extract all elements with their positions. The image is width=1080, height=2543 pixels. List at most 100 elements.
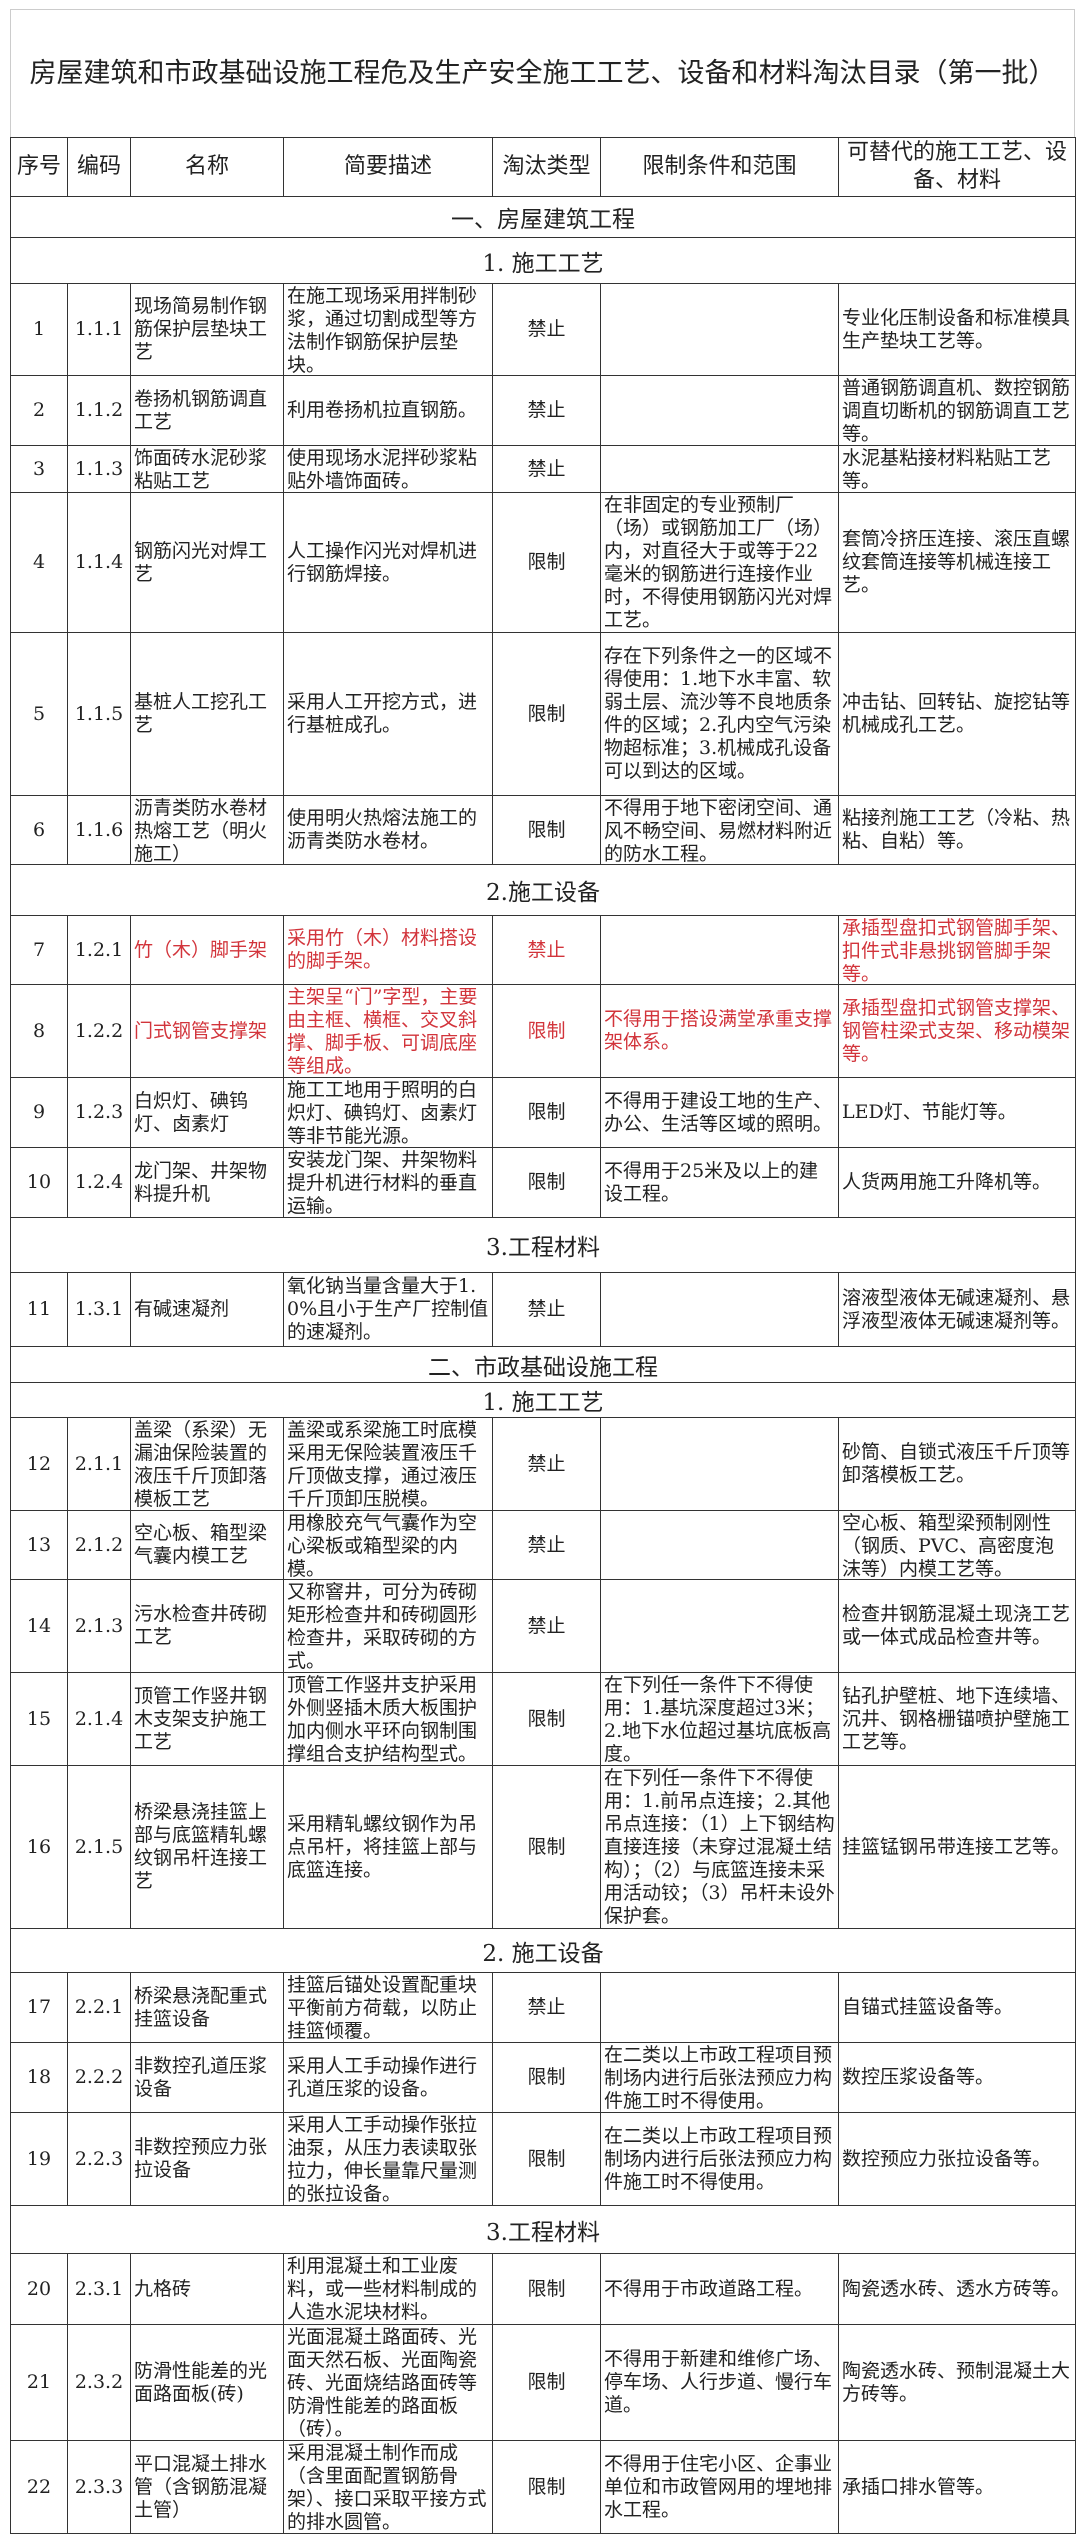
row-name: 白炽灯、碘钨灯、卤素灯	[134, 1089, 249, 1135]
row-alternative-cell: 钻孔护壁桩、地下连续墙、沉井、钢格栅锚喷护壁施工工艺等。	[838, 1672, 1076, 1766]
row-number-cell: 10	[10, 1147, 68, 1218]
row-name: 门式钢管支撑架	[134, 1019, 268, 1042]
row-name-cell: 卷扬机钢筋调直工艺	[130, 375, 284, 446]
row-code: 2.2.1	[74, 1996, 124, 2018]
row-restriction-cell	[600, 915, 839, 985]
row-elimination-type-cell: 禁止	[492, 1579, 601, 1673]
row-number-cell: 14	[10, 1579, 68, 1673]
row-code: 1.1.4	[74, 551, 124, 573]
row-description-cell: 采用人工开挖方式，进行基桩成孔。	[283, 632, 493, 796]
row-elimination-type-cell: 禁止	[492, 1417, 601, 1511]
header-restriction: 限制条件和范围	[600, 137, 839, 197]
row-code-cell: 1.1.6	[67, 795, 131, 865]
row-number: 3	[32, 457, 46, 480]
row-elimination-type: 禁止	[527, 399, 566, 421]
row-alternative-cell: 数控预应力张拉设备等。	[838, 2112, 1076, 2206]
row-description-cell: 在施工现场采用拌制砂浆，通过切割成型等方法制作钢筋保护层垫块。	[283, 283, 493, 376]
row-elimination-type: 禁止	[527, 1533, 566, 1556]
header-code: 编码	[67, 137, 131, 197]
section-label: 二、市政基础设施工程	[10, 1346, 1076, 1383]
row-alternative-cell: 承插型盘扣式钢管脚手架、扣件式非悬挑钢管脚手架等。	[838, 915, 1076, 985]
row-code: 2.2.3	[74, 2147, 124, 2170]
row-code-cell: 2.1.1	[67, 1417, 131, 1511]
row-restriction-cell: 在下列任一条件下不得使用：1.前吊点连接；2.其他吊点连接：（1）上下钢结构直接…	[600, 1765, 839, 1929]
row-elimination-type-cell: 禁止	[492, 1972, 601, 2043]
row-number: 7	[32, 938, 46, 961]
row-description: 人工操作闪光对焊机进行钢筋焊接。	[287, 539, 478, 585]
row-number-cell: 18	[10, 2042, 68, 2113]
row-name-cell: 非数控预应力张拉设备	[130, 2112, 284, 2206]
row-alternative-cell: 砂筒、自锁式液压千斤顶等卸落模板工艺。	[838, 1417, 1076, 1511]
row-code-cell: 2.2.1	[67, 1972, 131, 2043]
row-code: 2.3.2	[74, 2371, 124, 2393]
header-elimination-type: 淘汰类型	[492, 137, 601, 197]
row-alternative: 专业化压制设备和标准模具生产垫块工艺等。	[842, 306, 1071, 352]
row-elimination-type: 限制	[527, 1707, 566, 1730]
row-number-cell: 11	[10, 1272, 68, 1347]
table-row: 21 2.3.2 防滑性能差的光面路面板(砖) 光面混凝土路面砖、光面天然石板、光面陶…	[10, 2324, 1076, 2441]
row-name: 非数控预应力张拉设备	[134, 2136, 268, 2181]
row-name-cell: 白炽灯、碘钨灯、卤素灯	[130, 1077, 284, 1148]
row-elimination-type-cell: 限制	[492, 2440, 601, 2534]
row-alternative: 数控压浆设备等。	[842, 2066, 995, 2088]
row-alternative-cell: 挂篮锰钢吊带连接工艺等。	[838, 1765, 1076, 1929]
row-elimination-type-cell: 禁止	[492, 445, 601, 493]
section-label: 3.工程材料	[10, 2205, 1076, 2254]
row-alternative: 砂筒、自锁式液压千斤顶等卸落模板工艺。	[842, 1441, 1071, 1486]
row-code-cell: 2.1.4	[67, 1672, 131, 1766]
table-row: 3 1.1.3 饰面砖水泥砂浆粘贴工艺 使用现场水泥拌砂浆粘贴外墙饰面砖。 禁止 水泥基粘…	[10, 445, 1076, 493]
row-description: 采用精轧螺纹钢作为吊点吊杆，将挂篮上部与底篮连接。	[287, 1812, 478, 1881]
row-description-cell: 光面混凝土路面砖、光面天然石板、光面陶瓷砖、光面烧结路面砖等防滑性能差的路面板（…	[283, 2324, 493, 2441]
table-row: 5 1.1.5 基桩人工挖孔工艺 采用人工开挖方式，进行基桩成孔。 限制 存在下列条件之一…	[10, 632, 1076, 796]
row-number-cell: 4	[10, 492, 68, 633]
section-header-row: 2. 施工设备	[10, 1928, 1076, 1973]
row-number-cell: 5	[10, 632, 68, 796]
row-number-cell: 15	[10, 1672, 68, 1766]
row-elimination-type: 限制	[527, 818, 566, 841]
row-code: 2.1.1	[74, 1452, 124, 1475]
row-alternative-cell: 冲击钻、回转钻、旋挖钻等机械成孔工艺。	[838, 632, 1076, 796]
row-description-cell: 安装龙门架、井架物料提升机进行材料的垂直运输。	[283, 1147, 493, 1218]
row-elimination-type: 禁止	[527, 1298, 566, 1320]
row-number: 1	[32, 318, 46, 340]
row-description-cell: 采用人工手动操作张拉油泵，从压力表读取张拉力，伸长量靠尺量测的张拉设备。	[283, 2112, 493, 2206]
row-name: 基桩人工挖孔工艺	[134, 691, 268, 736]
header-description: 简要描述	[283, 137, 493, 197]
row-code-cell: 1.1.4	[67, 492, 131, 633]
section-label: 1. 施工工艺	[10, 237, 1076, 284]
row-name-cell: 沥青类防水卷材热熔工艺（明火施工）	[130, 795, 284, 865]
row-description-cell: 顶管工作竖井支护采用外侧竖插木质大板围护加内侧水平环向钢制围撑组合支护结构型式。	[283, 1672, 493, 1766]
row-code: 2.1.5	[74, 1835, 124, 1858]
row-name: 顶管工作竖井钢木支架支护施工工艺	[134, 1684, 268, 1753]
row-restriction-cell: 在非固定的专业预制厂（场）或钢筋加工厂（场）内，对直径大于或等于22毫米的钢筋进…	[600, 492, 839, 633]
row-code-cell: 1.2.1	[67, 915, 131, 985]
row-code: 1.3.1	[74, 1298, 124, 1320]
row-elimination-type-cell: 限制	[492, 2253, 601, 2325]
row-code-cell: 2.2.3	[67, 2112, 131, 2206]
row-alternative: 数控预应力张拉设备等。	[842, 2147, 1052, 2170]
row-description: 采用人工手动操作张拉油泵，从压力表读取张拉力，伸长量靠尺量测的张拉设备。	[287, 2113, 478, 2205]
row-restriction-cell: 不得用于市政道路工程。	[600, 2253, 839, 2325]
row-number: 17	[26, 1996, 52, 2018]
row-number: 14	[26, 1614, 52, 1637]
row-description: 使用明火热熔法施工的沥青类防水卷材。	[287, 807, 478, 852]
row-description: 采用混凝土制作而成（含里面配置钢筋骨架）、接口采取平接方式的排水圆管。	[287, 2441, 487, 2533]
row-number: 8	[32, 1019, 46, 1042]
row-alternative: LED灯、节能灯等。	[842, 1101, 1017, 1123]
row-description-cell: 利用卷扬机拉直钢筋。	[283, 375, 493, 446]
row-alternative-cell: 检查井钢筋混凝土现浇工艺或一体式成品检查井等。	[838, 1579, 1076, 1673]
row-code-cell: 2.3.2	[67, 2324, 131, 2441]
row-elimination-type: 限制	[527, 1835, 566, 1858]
row-restriction-cell	[600, 1579, 839, 1673]
row-elimination-type-cell: 限制	[492, 1672, 601, 1766]
row-alternative-cell: 水泥基粘接材料粘贴工艺等。	[838, 445, 1076, 493]
row-code-cell: 1.2.3	[67, 1077, 131, 1148]
row-code-cell: 2.3.3	[67, 2440, 131, 2534]
row-alternative: 钻孔护壁桩、地下连续墙、沉井、钢格栅锚喷护壁施工工艺等。	[842, 1684, 1071, 1753]
table-row: 10 1.2.4 龙门架、井架物料提升机 安装龙门架、井架物料提升机进行材料的垂直运输…	[10, 1147, 1076, 1218]
row-elimination-type: 禁止	[527, 1996, 566, 2018]
section-header-row: 3.工程材料	[10, 1217, 1076, 1273]
row-alternative: 陶瓷透水砖、透水方砖等。	[842, 2277, 1071, 2300]
row-code-cell: 1.2.2	[67, 984, 131, 1078]
section-header-row: 1. 施工工艺	[10, 1382, 1076, 1418]
